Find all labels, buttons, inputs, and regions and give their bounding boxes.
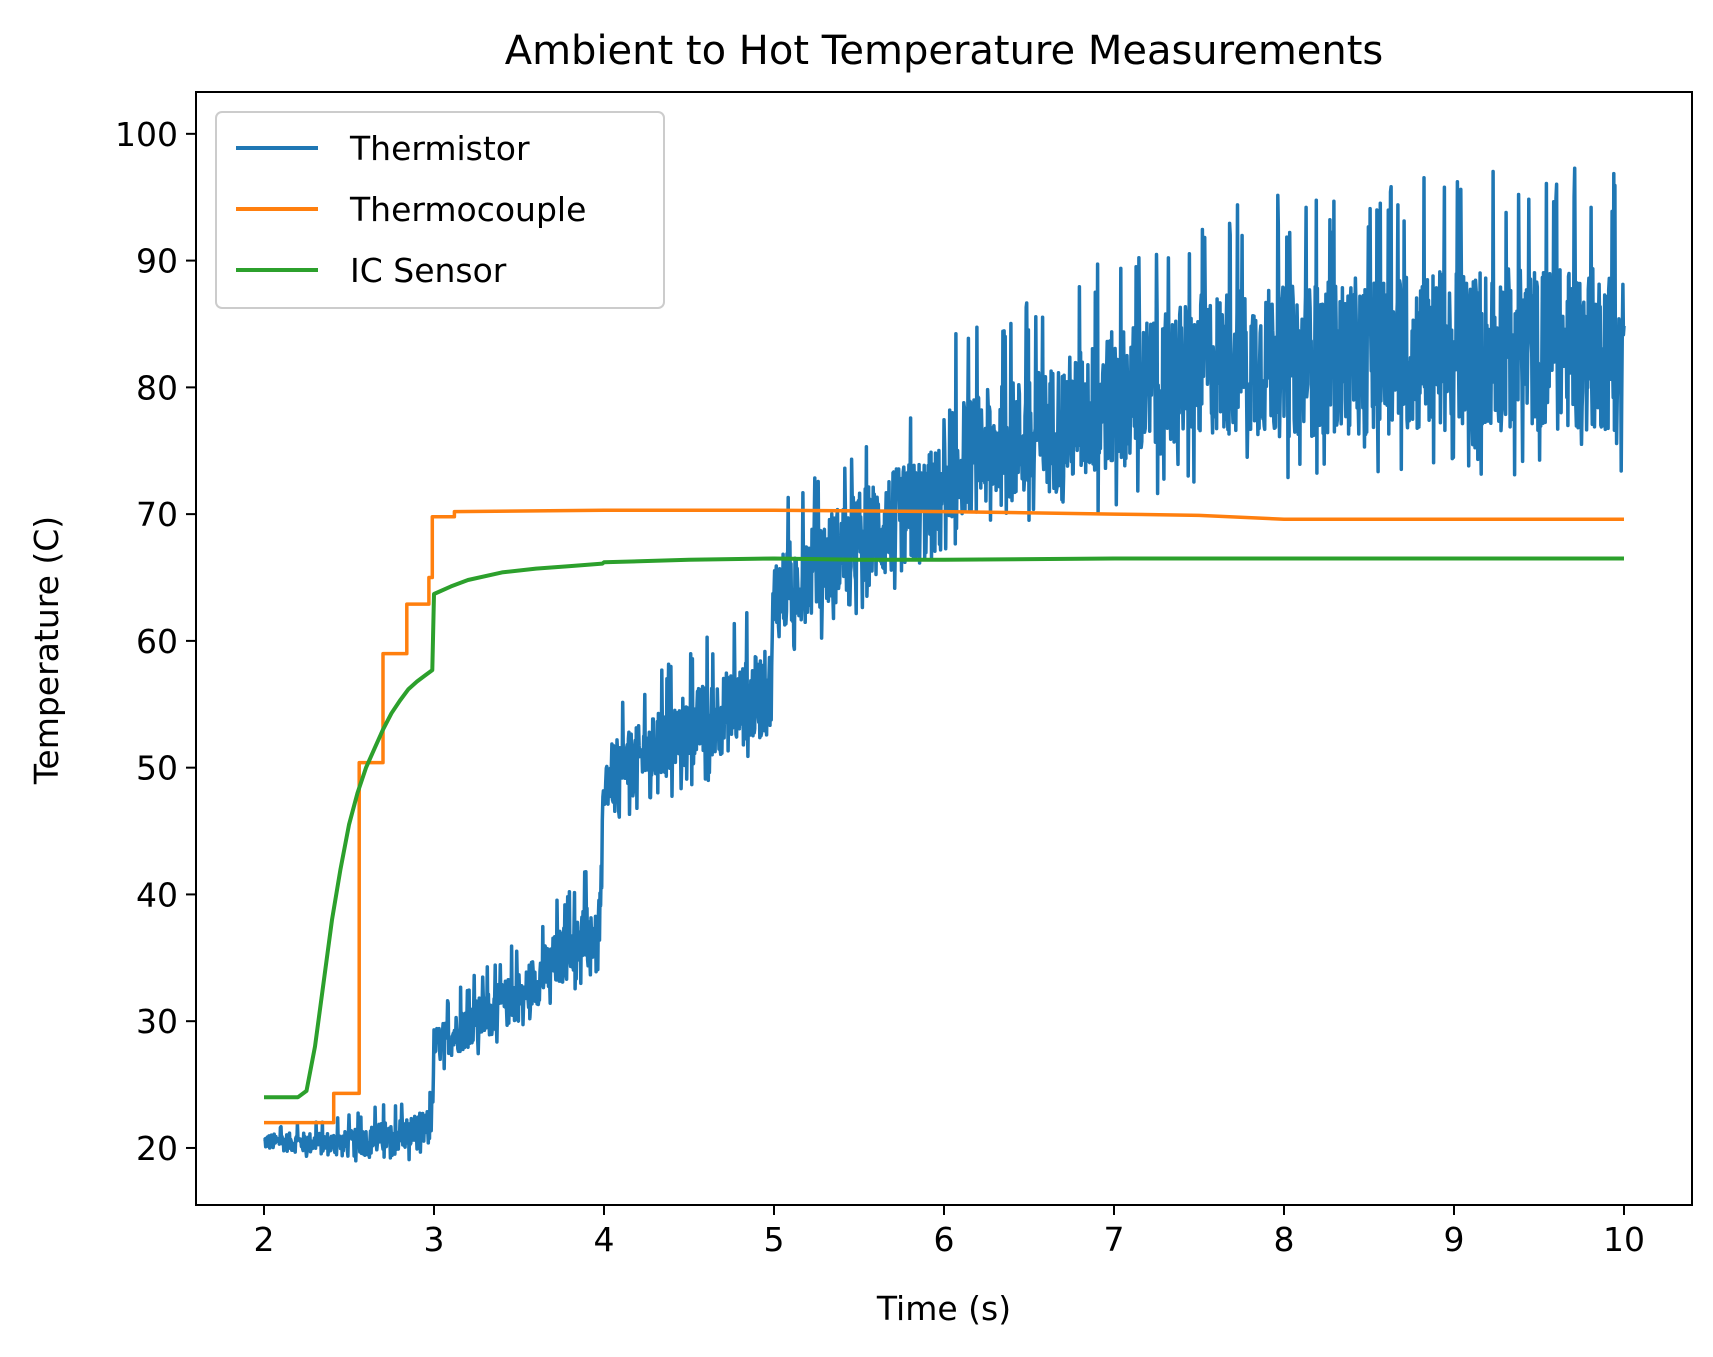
legend-label-ic-sensor: IC Sensor (350, 251, 507, 290)
x-tick-label: 6 (934, 1220, 955, 1259)
y-tick-label: 60 (136, 622, 178, 661)
x-tick-label: 4 (594, 1220, 615, 1259)
y-tick-label: 90 (136, 242, 178, 281)
x-axis: 2 3 4 5 6 7 8 9 10 (254, 1205, 1645, 1259)
x-tick-label: 5 (764, 1220, 785, 1259)
legend-label-thermistor: Thermistor (349, 129, 530, 168)
x-tick-label: 2 (254, 1220, 275, 1259)
series-line-thermistor (262, 166, 1626, 1163)
series-line-ic-sensor (264, 556, 1624, 1100)
y-tick-label: 70 (136, 495, 178, 534)
x-tick-label: 3 (424, 1220, 445, 1259)
legend-label-thermocouple: Thermocouple (349, 190, 586, 229)
y-tick-label: 100 (115, 115, 178, 154)
x-tick-label: 7 (1104, 1220, 1125, 1259)
series-line-thermocouple (264, 508, 1624, 1125)
y-tick-label: 20 (136, 1129, 178, 1168)
y-tick-label: 40 (136, 875, 178, 914)
series-layer (262, 166, 1626, 1163)
y-axis: 20 30 40 50 60 70 80 90 100 (115, 115, 196, 1168)
y-tick-label: 50 (136, 749, 178, 788)
chart-title: Ambient to Hot Temperature Measurements (505, 28, 1384, 74)
x-tick-label: 10 (1603, 1220, 1645, 1259)
x-axis-label: Time (s) (876, 1289, 1011, 1328)
legend-box (215, 111, 665, 309)
y-tick-label: 30 (136, 1002, 178, 1041)
y-axis-label: Temperature (C) (27, 516, 66, 785)
x-tick-label: 8 (1274, 1220, 1295, 1259)
legend: Thermistor Thermocouple IC Sensor (215, 111, 665, 309)
x-tick-label: 9 (1444, 1220, 1465, 1259)
y-tick-label: 80 (136, 368, 178, 407)
